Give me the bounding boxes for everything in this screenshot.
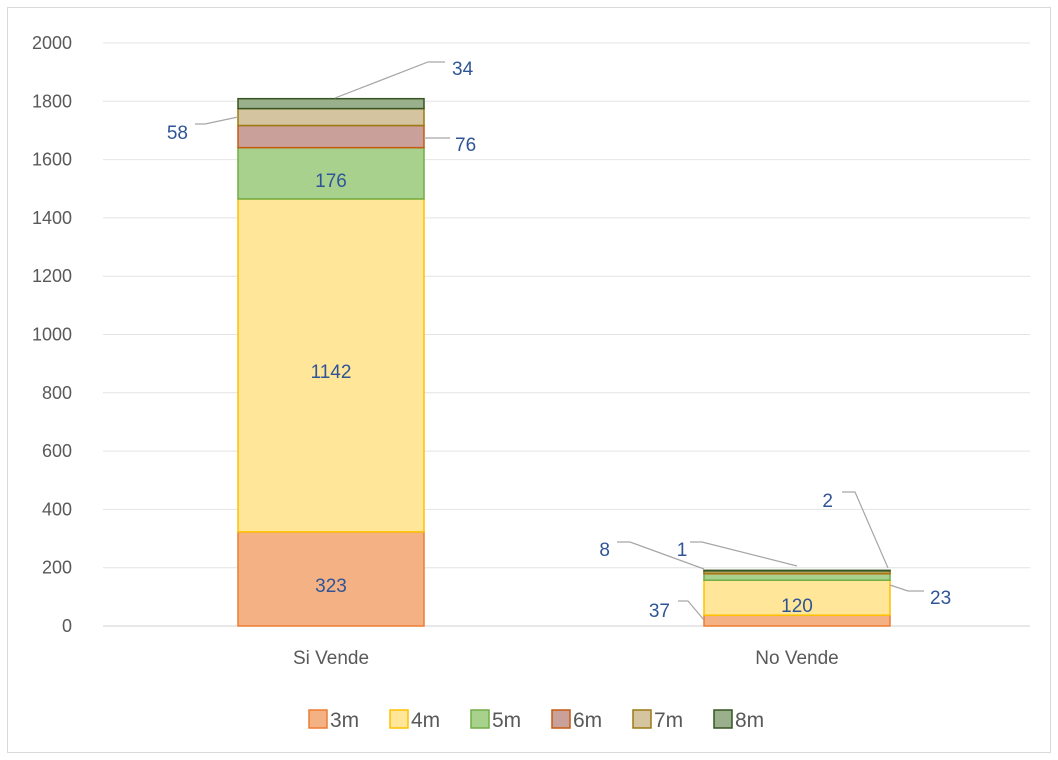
x-axis-categories: Si Vende No Vende (293, 648, 839, 669)
data-label: 120 (781, 596, 813, 617)
y-tick-label: 1000 (32, 325, 72, 345)
y-tick-label: 800 (42, 383, 72, 403)
data-label: 1 (677, 540, 688, 561)
legend-swatch (308, 709, 328, 729)
bar-segment (237, 146, 425, 200)
y-tick-label: 1400 (32, 208, 72, 228)
data-labels: 323 1142 176 76 58 34 37 120 23 1 8 2 (167, 59, 951, 622)
bar-segment (237, 531, 425, 627)
legend-swatch (389, 709, 409, 729)
y-tick-label: 1600 (32, 150, 72, 170)
legend-label: 8m (735, 709, 764, 732)
chart-frame (7, 7, 1051, 753)
y-tick-label: 400 (42, 499, 72, 519)
bar-segment (237, 198, 425, 533)
legend-swatch (470, 709, 490, 729)
data-label: 58 (167, 123, 188, 144)
legend-swatch (551, 709, 571, 729)
legend-label: 5m (492, 709, 521, 732)
data-label: 323 (315, 576, 347, 597)
legend-swatch (713, 709, 733, 729)
bar-segment (703, 572, 891, 581)
x-category-label: No Vende (755, 648, 838, 669)
data-label: 176 (315, 171, 347, 192)
y-tick-label: 2000 (32, 33, 72, 53)
leader-line (617, 541, 705, 570)
bar-segment (703, 579, 891, 616)
x-category-label: Si Vende (293, 648, 369, 669)
y-tick-label: 1200 (32, 266, 72, 286)
legend-label: 3m (330, 709, 359, 732)
legend-swatch (632, 709, 652, 729)
leader-line (842, 491, 889, 569)
data-label: 8 (599, 540, 610, 561)
y-axis-ticks: 0 200 400 600 800 1000 1200 1400 1600 1800 2000 (32, 33, 72, 636)
bar-segment (237, 97, 425, 110)
data-label: 2 (822, 491, 833, 512)
leader-line (678, 600, 705, 621)
data-label: 23 (930, 588, 951, 609)
legend-label: 7m (654, 709, 683, 732)
y-tick-label: 1800 (32, 91, 72, 111)
leader-line (195, 116, 239, 125)
bar-segment (237, 107, 425, 127)
legend-label: 6m (573, 709, 602, 732)
data-label: 76 (455, 135, 476, 156)
legend-label: 4m (411, 709, 440, 732)
legend: 3m 4m 5m 6m 7m 8m (308, 709, 764, 732)
bar-segment (703, 569, 891, 572)
data-label: 37 (649, 601, 670, 622)
y-tick-label: 600 (42, 441, 72, 461)
leader-line (889, 584, 924, 592)
data-label: 34 (452, 59, 474, 80)
bars (237, 97, 891, 627)
leader-line (690, 541, 798, 567)
y-tick-label: 0 (62, 616, 72, 636)
bar-segment (237, 124, 425, 149)
label-leader-lines (195, 61, 924, 621)
data-label: 1142 (311, 362, 352, 383)
leader-line (334, 61, 445, 99)
y-tick-label: 200 (42, 558, 72, 578)
